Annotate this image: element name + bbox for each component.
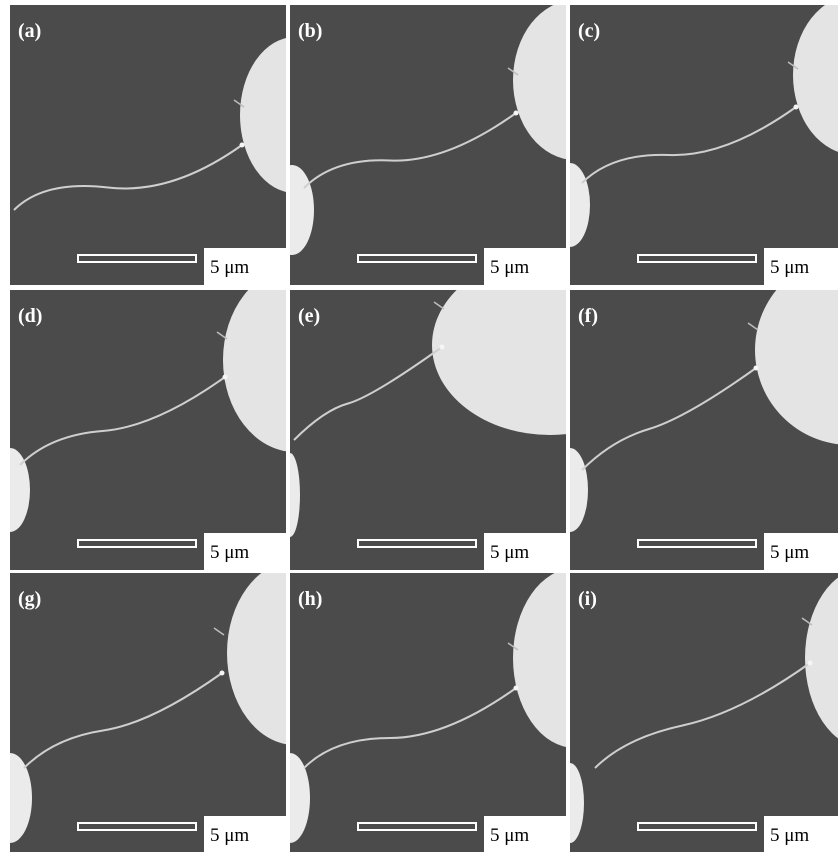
image-panel: (i) 5 μm: [570, 573, 838, 852]
scale-label: 5 μm: [770, 542, 809, 563]
panel-label: (e): [298, 305, 320, 327]
contact-point: [220, 671, 225, 676]
contact-point: [514, 111, 519, 116]
contact-point: [514, 686, 519, 691]
scale-label: 5 μm: [210, 542, 249, 563]
scale-label: 5 μm: [490, 825, 529, 846]
panel-label: (i): [578, 588, 597, 610]
contact-point: [240, 143, 245, 148]
contact-point: [794, 105, 799, 110]
scale-bar: [638, 823, 756, 830]
image-panel: (d) 5 μm: [10, 290, 286, 570]
image-panel: (b) 5 μm: [290, 5, 566, 285]
scale-label: 5 μm: [770, 825, 809, 846]
contact-point: [223, 375, 228, 380]
image-panel: (f) 5 μm: [570, 290, 838, 570]
image-panel: (e) 5 μm: [290, 290, 566, 570]
image-panel: (h) 5 μm: [290, 573, 566, 852]
background: [570, 573, 838, 852]
panel-label: (c): [578, 20, 600, 42]
scale-label: 5 μm: [210, 825, 249, 846]
scale-bar: [638, 540, 756, 547]
scale-label: 5 μm: [490, 257, 529, 278]
panel-label: (d): [18, 305, 42, 327]
scale-bar: [78, 540, 196, 547]
panel-label: (b): [298, 20, 322, 42]
scale-label: 5 μm: [490, 542, 529, 563]
scale-bar: [358, 823, 476, 830]
contact-point: [440, 345, 445, 350]
image-panel: (a) 5 μm: [10, 5, 286, 285]
panel-label: (f): [578, 305, 598, 327]
contact-point: [808, 661, 813, 666]
scale-bar: [358, 255, 476, 262]
scale-bar: [638, 255, 756, 262]
panel-label: (a): [18, 20, 41, 42]
panel-label: (h): [298, 588, 322, 610]
scale-bar: [358, 540, 476, 547]
figure: (a) 5 μm (b) 5 μm (c) 5 μm (d) 5 μm (e) 5 μm (f) 5 …: [0, 0, 838, 852]
panel-label: (g): [18, 588, 41, 610]
scale-label: 5 μm: [210, 257, 249, 278]
scale-bar: [78, 255, 196, 262]
scale-bar: [78, 823, 196, 830]
image-panel: (g) 5 μm: [10, 573, 286, 852]
contact-point: [754, 366, 759, 371]
scale-label: 5 μm: [770, 257, 809, 278]
image-panel: (c) 5 μm: [570, 5, 838, 285]
